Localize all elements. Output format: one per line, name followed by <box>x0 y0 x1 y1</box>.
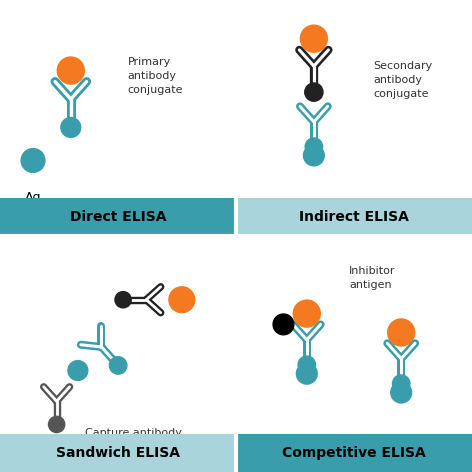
Circle shape <box>115 292 131 308</box>
Circle shape <box>391 382 412 403</box>
Circle shape <box>49 416 65 432</box>
Text: Inhibitor
antigen: Inhibitor antigen <box>349 267 396 290</box>
Circle shape <box>298 356 315 373</box>
Bar <box>236 434 472 472</box>
Bar <box>0 434 236 472</box>
Circle shape <box>273 314 294 335</box>
Text: Direct ELISA: Direct ELISA <box>70 210 166 224</box>
Circle shape <box>68 361 88 380</box>
Text: Competitive ELISA: Competitive ELISA <box>282 446 426 460</box>
Text: Indirect ELISA: Indirect ELISA <box>299 210 409 224</box>
Circle shape <box>388 319 415 346</box>
Circle shape <box>305 83 323 101</box>
Circle shape <box>296 363 317 384</box>
Text: Sandwich ELISA: Sandwich ELISA <box>56 446 180 460</box>
Circle shape <box>61 118 81 137</box>
Text: Capture antibody: Capture antibody <box>85 429 182 438</box>
Circle shape <box>110 357 127 374</box>
Circle shape <box>21 149 45 172</box>
Circle shape <box>303 145 324 166</box>
Bar <box>236 198 472 236</box>
Text: Secondary
antibody
conjugate: Secondary antibody conjugate <box>373 61 432 99</box>
Circle shape <box>57 57 84 84</box>
Text: Primary
antibody
conjugate: Primary antibody conjugate <box>127 57 183 94</box>
Circle shape <box>305 138 322 155</box>
Circle shape <box>293 300 320 327</box>
Circle shape <box>393 375 410 392</box>
Circle shape <box>300 25 328 52</box>
Text: Ag: Ag <box>25 191 41 204</box>
Bar <box>0 198 236 236</box>
Circle shape <box>169 287 195 312</box>
